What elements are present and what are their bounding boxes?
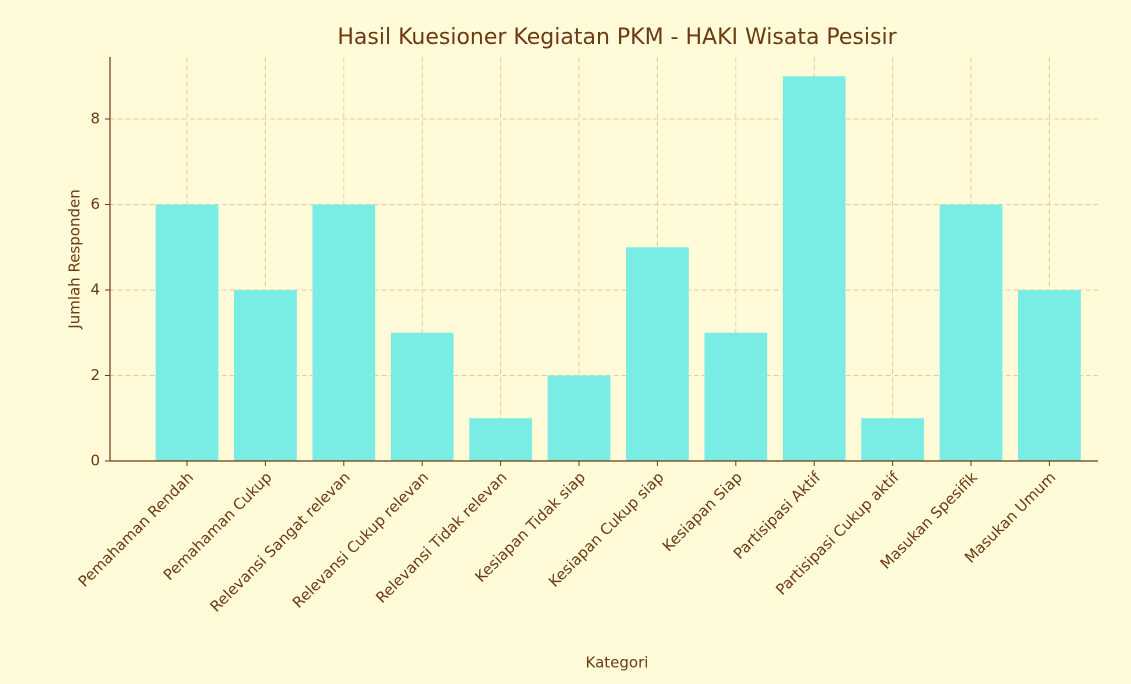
chart-title: Hasil Kuesioner Kegiatan PKM - HAKI Wisa… [337,25,897,50]
bar [1018,289,1081,461]
y-axis-label: Jumlah Responden [66,189,84,329]
x-axis-label: Kategori [586,654,649,672]
bar [626,247,689,461]
y-tick-label: 4 [90,280,100,298]
bar [469,418,532,461]
bar [704,332,768,461]
bar [390,332,454,461]
bar [312,204,376,461]
y-tick-label: 2 [90,366,100,384]
bars [155,76,1081,461]
bar [861,418,924,461]
bar [155,204,219,461]
bar [939,204,1003,461]
bar [547,375,611,461]
y-tick-label: 8 [90,109,100,127]
bar [782,76,846,461]
y-tick-label: 6 [90,195,100,213]
bar [234,289,297,461]
y-tick-label: 0 [90,452,100,470]
